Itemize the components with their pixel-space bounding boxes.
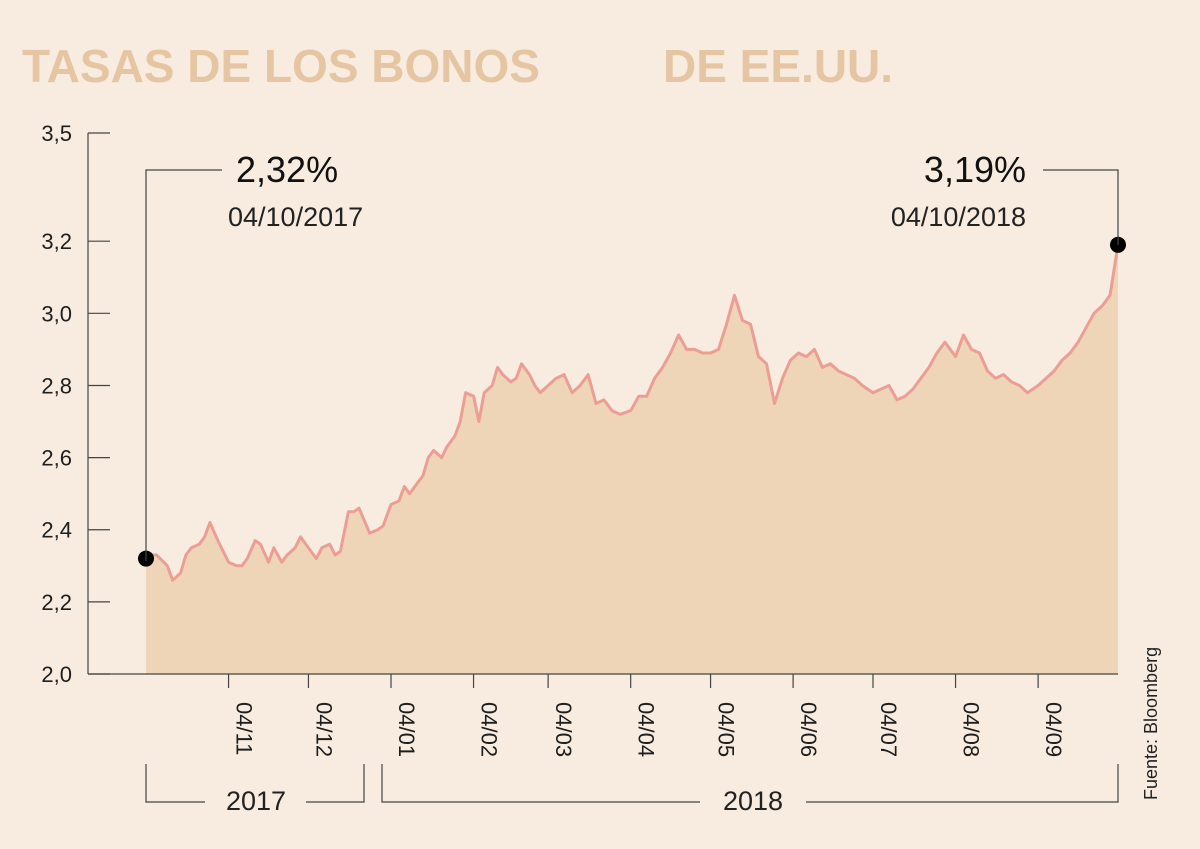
- chart-title-left: TASAS DE LOS BONOS: [22, 40, 540, 92]
- y-tick-label: 2,0: [41, 662, 72, 687]
- x-tick-label: 04/08: [959, 702, 984, 757]
- x-tick-label: 04/03: [551, 702, 576, 757]
- x-tick-label: 04/04: [634, 702, 659, 757]
- year-bracket-2018: 2018: [381, 764, 1119, 816]
- start-callout-leader: [145, 169, 222, 561]
- x-tick-label: 04/01: [394, 702, 419, 757]
- plot-area: [138, 236, 1126, 675]
- x-tick-label: 04/07: [876, 702, 901, 757]
- x-tick-label: 04/09: [1041, 702, 1066, 757]
- chart-title-right: DE EE.UU.: [663, 40, 893, 92]
- end-callout-date: 04/10/2018: [891, 202, 1026, 232]
- y-tick-label: 2,6: [41, 446, 72, 471]
- series-line: [145, 244, 1120, 582]
- start-callout-date: 04/10/2017: [228, 202, 363, 232]
- year-label-2017: 2017: [226, 786, 286, 816]
- x-tick-label: 04/12: [311, 702, 336, 757]
- x-tick-label: 04/11: [232, 702, 257, 755]
- y-tick-label: 3,5: [41, 121, 72, 146]
- y-tick-label: 2,2: [41, 590, 72, 615]
- y-axis: 2,0 2,2 2,4 2,6 2,8 3,0 3,2 3,5: [41, 121, 110, 687]
- end-callout-leader: [1043, 169, 1119, 245]
- start-callout-value: 2,32%: [236, 149, 338, 190]
- y-tick-label: 2,4: [41, 518, 72, 543]
- year-bracket-2017: 2017: [145, 764, 365, 816]
- y-tick-label: 3,2: [41, 229, 72, 254]
- x-tick-label: 04/02: [477, 702, 502, 757]
- x-axis: 04/11 04/12 04/01 04/02 04/03 04/04 04/05 04/06…: [88, 673, 1118, 757]
- year-label-2018: 2018: [723, 786, 783, 816]
- end-callout-value: 3,19%: [924, 149, 1026, 190]
- x-tick-label: 04/06: [796, 702, 821, 757]
- y-tick-label: 2,8: [41, 373, 72, 398]
- series-area: [146, 244, 1118, 675]
- x-tick-label: 04/05: [714, 702, 739, 757]
- y-tick-label: 3,0: [41, 301, 72, 326]
- source-label: Fuente: Bloomberg: [1141, 647, 1161, 800]
